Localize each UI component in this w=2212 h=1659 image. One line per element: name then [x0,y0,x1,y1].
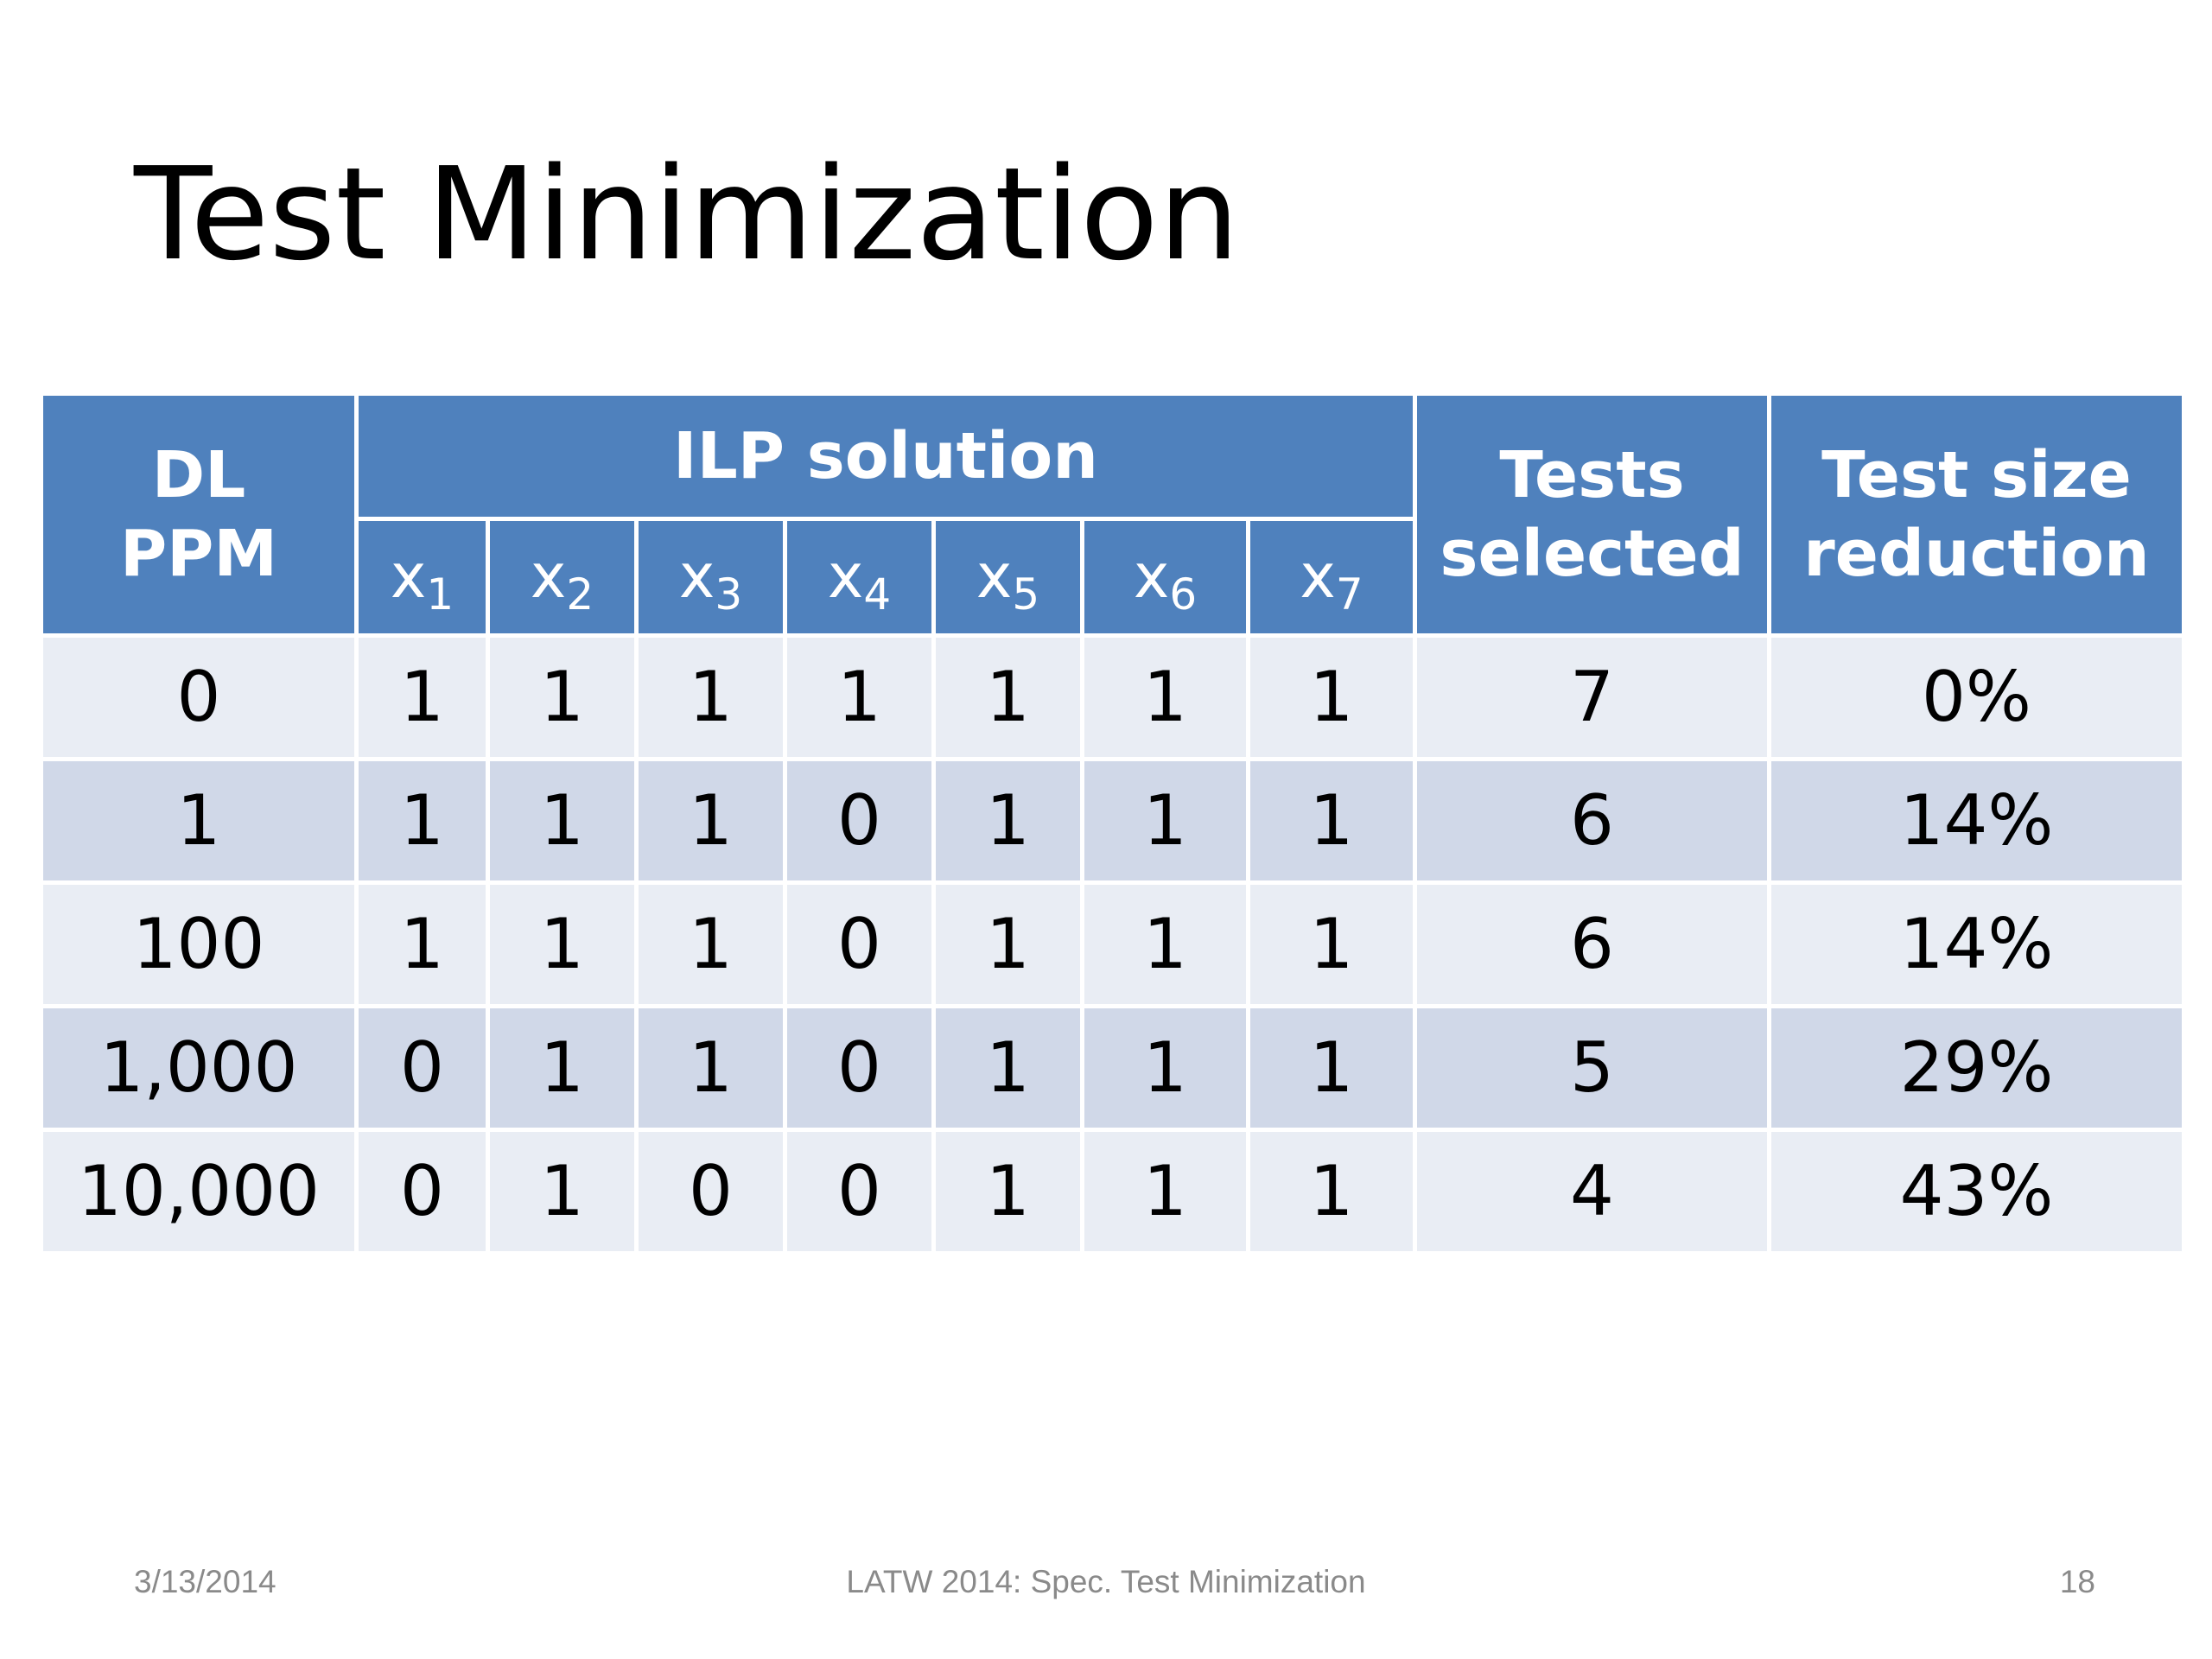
var-subscript: 3 [715,569,743,620]
cell-tests-selected: 4 [1413,1128,1771,1255]
header-ilp-solution: ILP solution [354,391,1417,521]
results-table: DL PPM ILP solution Tests selected Test … [39,391,2186,1255]
header-tests-selected: Tests selected [1413,391,1771,638]
cell-x3: 1 [634,880,787,1008]
cell-ppm: 1 [39,757,359,885]
cell-x4: 0 [783,880,936,1008]
cell-test-size-reduction: 14% [1767,757,2186,885]
cell-tests-selected: 6 [1413,757,1771,885]
cell-x5: 1 [931,880,1084,1008]
header-dl-ppm: DL PPM [39,391,359,638]
cell-test-size-reduction: 29% [1767,1004,2186,1132]
cell-x3: 1 [634,633,787,761]
cell-x1: 1 [354,757,490,885]
cell-test-size-reduction: 14% [1767,880,2186,1008]
cell-tests-selected: 6 [1413,880,1771,1008]
header-var-x2: x2 [486,517,639,638]
var-base: x [976,541,1013,613]
slide-title: Test Minimization [134,140,1240,289]
cell-x6: 1 [1080,1004,1250,1132]
cell-test-size-reduction: 0% [1767,633,2186,761]
footer-date: 3/13/2014 [134,1564,276,1599]
cell-ppm: 0 [39,633,359,761]
cell-x5: 1 [931,1004,1084,1132]
cell-x3: 1 [634,757,787,885]
var-base: x [1300,541,1336,613]
header-tests-selected-line2: selected [1440,516,1745,591]
header-var-x3: x3 [634,517,787,638]
cell-x5: 1 [931,1128,1084,1255]
header-var-x4: x4 [783,517,936,638]
footer-page-number: 18 [2059,1564,2095,1599]
header-test-size-reduction-line1: Test size [1821,438,2132,513]
var-base: x [390,541,427,613]
cell-x4: 0 [783,1004,936,1132]
cell-x3: 1 [634,1004,787,1132]
cell-x3: 0 [634,1128,787,1255]
header-dl-ppm-line2: PPM [119,516,278,591]
cell-ppm: 100 [39,880,359,1008]
table-row: 0 1 1 1 1 1 1 1 7 0% [39,633,2186,761]
cell-x7: 1 [1246,757,1417,885]
header-var-x1: x1 [354,517,490,638]
cell-x2: 1 [486,1004,639,1132]
header-row-top: DL PPM ILP solution Tests selected Test … [39,391,2186,638]
var-subscript: 4 [863,569,892,620]
cell-ppm: 10,000 [39,1128,359,1255]
var-subscript: 2 [566,569,594,620]
cell-x1: 1 [354,880,490,1008]
footer-presentation-title: LATW 2014: Spec. Test Minimization [846,1564,1366,1599]
var-subscript: 1 [426,569,454,620]
cell-x2: 1 [486,757,639,885]
header-var-x5: x5 [931,517,1084,638]
cell-x7: 1 [1246,1004,1417,1132]
var-base: x [678,541,715,613]
header-test-size-reduction: Test size reduction [1767,391,2186,638]
var-subscript: 5 [1012,569,1040,620]
header-var-x7: x7 [1246,517,1417,638]
cell-x7: 1 [1246,880,1417,1008]
cell-tests-selected: 7 [1413,633,1771,761]
table-row: 100 1 1 1 0 1 1 1 6 14% [39,880,2186,1008]
cell-x1: 0 [354,1004,490,1132]
cell-x2: 1 [486,1128,639,1255]
var-subscript: 7 [1335,569,1363,620]
table-row: 1 1 1 1 0 1 1 1 6 14% [39,757,2186,885]
header-row-variables: x1 x2 x3 x4 x5 x6 x7 [41,517,2184,638]
cell-x1: 0 [354,1128,490,1255]
header-dl-ppm-line1: DL [151,438,246,513]
var-base: x [827,541,864,613]
cell-test-size-reduction: 43% [1767,1128,2186,1255]
cell-tests-selected: 5 [1413,1004,1771,1132]
cell-x5: 1 [931,633,1084,761]
cell-x5: 1 [931,757,1084,885]
cell-x6: 1 [1080,757,1250,885]
cell-x7: 1 [1246,1128,1417,1255]
header-var-x6: x6 [1080,517,1250,638]
cell-x1: 1 [354,633,490,761]
var-base: x [530,541,567,613]
cell-x6: 1 [1080,633,1250,761]
header-test-size-reduction-line2: reduction [1803,516,2150,591]
header-tests-selected-line1: Tests [1499,438,1685,513]
table-row: 10,000 0 1 0 0 1 1 1 4 43% [39,1128,2186,1255]
cell-x4: 1 [783,633,936,761]
cell-x4: 0 [783,1128,936,1255]
cell-x6: 1 [1080,1128,1250,1255]
table-row: 1,000 0 1 1 0 1 1 1 5 29% [39,1004,2186,1132]
cell-x7: 1 [1246,633,1417,761]
cell-x2: 1 [486,880,639,1008]
cell-x6: 1 [1080,880,1250,1008]
var-base: x [1133,541,1170,613]
cell-ppm: 1,000 [39,1004,359,1132]
cell-x2: 1 [486,633,639,761]
cell-x4: 0 [783,757,936,885]
var-subscript: 6 [1169,569,1198,620]
